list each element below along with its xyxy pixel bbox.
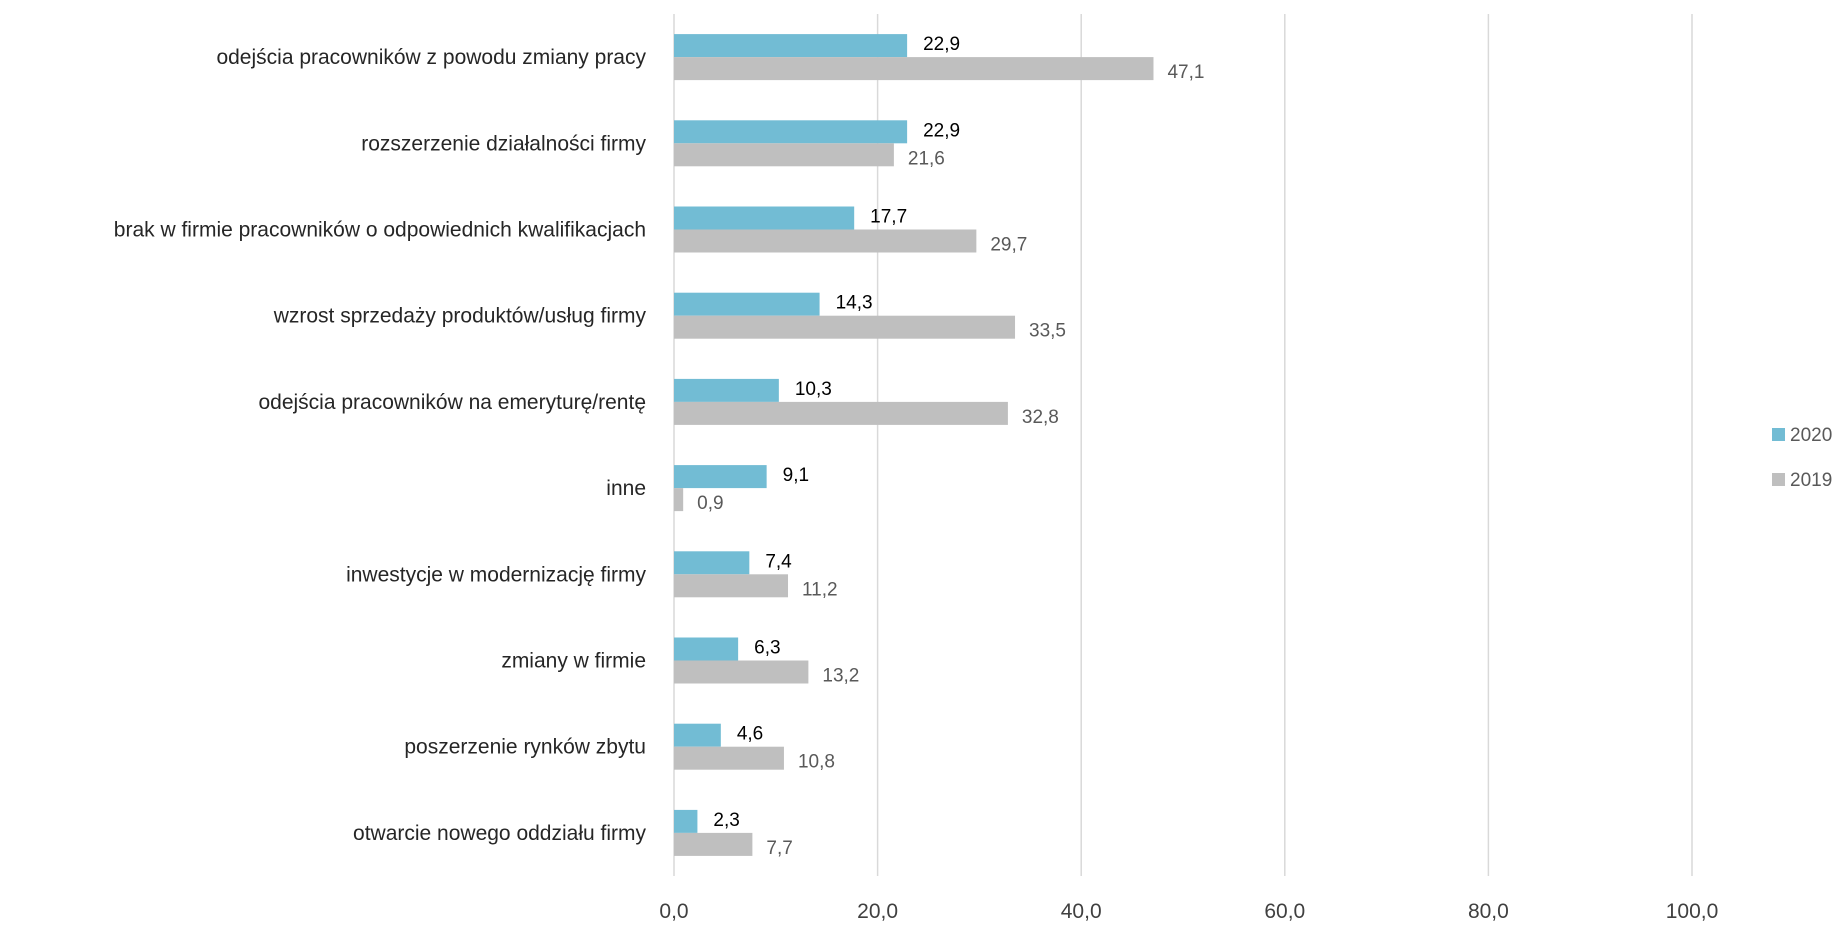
category-label: rozszerzenie działalności firmy <box>361 132 646 155</box>
category-label: zmiany w firmie <box>501 650 646 673</box>
bar-2019 <box>674 832 753 856</box>
bar-2019 <box>674 143 894 167</box>
bar-2019 <box>674 57 1154 81</box>
category-label: wzrost sprzedaży produktów/usług firmy <box>273 305 647 328</box>
legend-label-2020: 2020 <box>1790 425 1832 446</box>
bar-2020 <box>674 637 739 661</box>
value-label-2019: 10,8 <box>798 752 835 773</box>
bar-2019 <box>674 488 684 512</box>
bars <box>674 34 1154 856</box>
value-label-2020: 17,7 <box>870 207 907 228</box>
bar-2020 <box>674 809 698 833</box>
x-tick-label: 40,0 <box>1061 900 1102 923</box>
bar-2020 <box>674 465 767 489</box>
value-label-2020: 14,3 <box>836 293 873 314</box>
bar-2020 <box>674 378 779 402</box>
value-label-2019: 21,6 <box>908 148 945 169</box>
bar-2020 <box>674 723 721 747</box>
bar-2019 <box>674 574 789 598</box>
x-tick-label: 0,0 <box>659 900 688 923</box>
category-label: poszerzenie rynków zbytu <box>404 736 646 759</box>
value-label-2020: 9,1 <box>783 465 809 486</box>
category-label: odejścia pracowników z powodu zmiany pra… <box>216 46 646 69</box>
bar-2019 <box>674 746 784 770</box>
value-label-2019: 11,2 <box>802 579 838 600</box>
bar-2019 <box>674 401 1008 425</box>
bar-2019 <box>674 229 977 253</box>
legend-swatch-2019 <box>1772 473 1785 486</box>
value-label-2019: 7,7 <box>766 838 792 859</box>
legend-swatch-2020 <box>1772 428 1785 441</box>
bar-2020 <box>674 206 855 230</box>
value-label-2019: 13,2 <box>822 666 859 687</box>
value-label-2019: 33,5 <box>1029 321 1066 342</box>
value-label-2020: 2,3 <box>713 810 739 831</box>
value-label-2019: 32,8 <box>1022 407 1059 428</box>
legend-label-2019: 2019 <box>1790 470 1832 491</box>
category-label: otwarcie nowego oddziału firmy <box>353 822 646 845</box>
value-label-2020: 22,9 <box>923 34 960 55</box>
bar-2020 <box>674 292 820 316</box>
value-label-2020: 10,3 <box>795 379 832 400</box>
x-tick-labels: 0,0 20,0 40,0 60,0 80,0 100,0 <box>659 900 1718 923</box>
category-label: odejścia pracowników na emeryturę/rentę <box>258 391 646 414</box>
bar-2019 <box>674 660 809 684</box>
category-label: inne <box>606 477 646 500</box>
x-tick-label: 60,0 <box>1264 900 1305 923</box>
bar-2020 <box>674 120 908 144</box>
value-label-2019: 29,7 <box>990 235 1027 256</box>
category-labels: odejścia pracowników z powodu zmiany pra… <box>114 46 647 845</box>
x-tick-label: 20,0 <box>857 900 898 923</box>
value-label-2019: 0,9 <box>697 493 723 514</box>
x-tick-label: 80,0 <box>1468 900 1509 923</box>
value-label-2020: 22,9 <box>923 120 960 141</box>
bar-2019 <box>674 315 1016 339</box>
value-label-2020: 6,3 <box>754 638 780 659</box>
legend: 2020 2019 <box>1772 425 1832 491</box>
category-label: brak w firmie pracowników o odpowiednich… <box>114 219 646 242</box>
category-label: inwestycje w modernizację firmy <box>346 563 646 586</box>
value-label-2019: 47,1 <box>1167 62 1204 83</box>
bar-2020 <box>674 551 750 575</box>
value-label-2020: 7,4 <box>765 551 792 572</box>
value-label-2020: 4,6 <box>737 724 763 745</box>
value-labels: 22,9 47,1 22,9 21,6 17,7 29,7 14,3 33,5 10,3 32,8… <box>697 34 1204 859</box>
x-tick-label: 100,0 <box>1666 900 1719 923</box>
bar-2020 <box>674 34 908 58</box>
